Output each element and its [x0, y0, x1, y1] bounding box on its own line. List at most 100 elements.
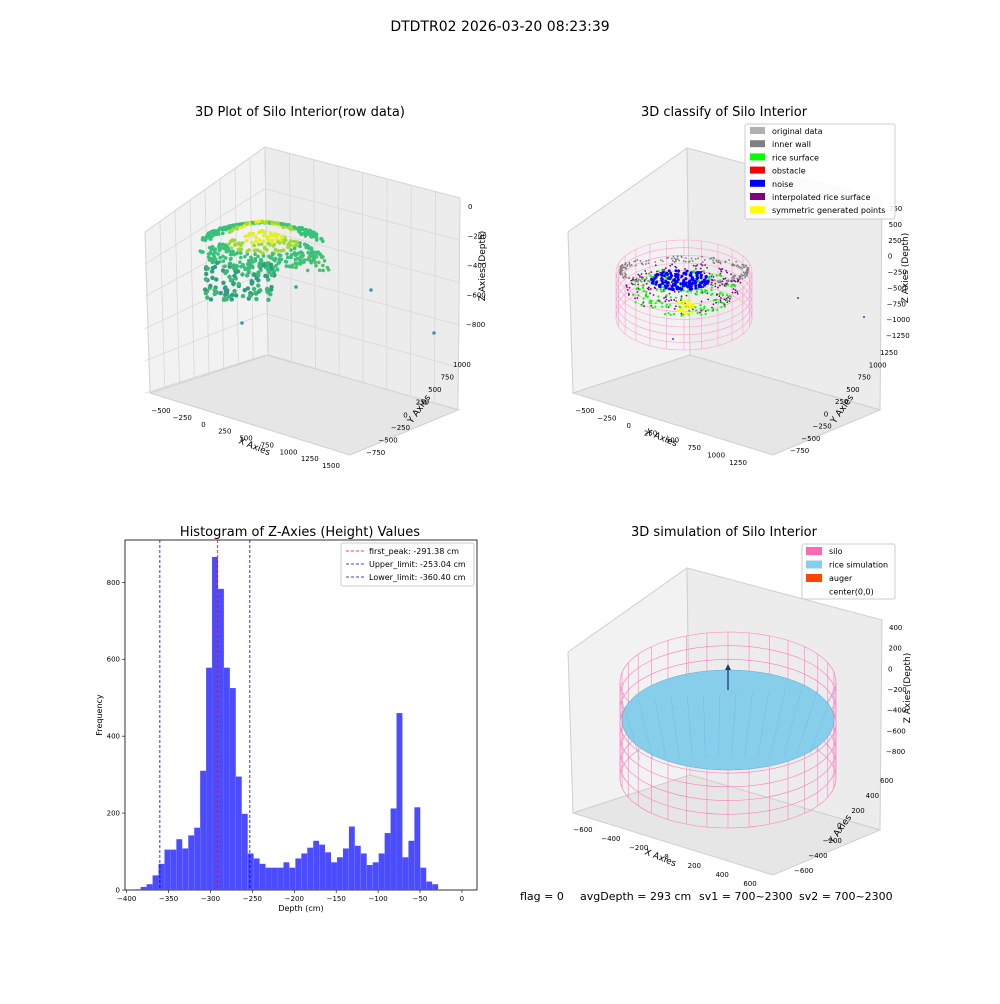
- classify-interp-point: [675, 305, 677, 307]
- classify-noise-point: [686, 270, 689, 273]
- raw-point: [292, 225, 296, 229]
- hist-bar: [313, 841, 319, 890]
- hist-bar: [319, 845, 325, 890]
- classify-interp-point: [686, 295, 688, 297]
- raw-x-tick-label: −500: [151, 407, 170, 415]
- classify-interp-point: [634, 297, 636, 299]
- raw-point: [224, 246, 228, 250]
- classify-interp-point: [730, 273, 732, 275]
- raw-axes-box: [145, 147, 460, 455]
- sim-legend-swatch: [806, 547, 822, 555]
- raw-point: [242, 288, 246, 292]
- raw-point: [282, 248, 286, 252]
- classify-wall-point: [714, 279, 716, 281]
- panel-simulation-3d: 3D simulation of Silo Interior −600−400−…: [568, 525, 913, 888]
- classify-noise-point: [689, 288, 692, 291]
- classify-interp-point: [714, 283, 716, 285]
- classify-rice-point: [680, 297, 682, 299]
- classify-rice-point: [718, 293, 720, 295]
- classify-rice-point: [664, 313, 666, 315]
- raw-point: [293, 247, 297, 251]
- classify-noise-point: [682, 279, 685, 282]
- hist-y-label: Frequency: [95, 694, 104, 736]
- raw-point: [252, 287, 256, 291]
- footer-sv2: sv2 = 700~2300: [799, 890, 893, 903]
- raw-point: [211, 234, 215, 238]
- hist-bar: [182, 848, 188, 890]
- hist-bar: [367, 865, 373, 890]
- raw-point: [313, 261, 317, 265]
- sim-z-label: Z Axies (Depth): [903, 653, 913, 724]
- classify-wall-point: [745, 264, 747, 266]
- classify-noise-point: [674, 274, 677, 277]
- hist-bar: [266, 868, 272, 890]
- hist-bar: [325, 852, 331, 890]
- classify-interp-point: [731, 281, 733, 283]
- hist-bar: [349, 827, 355, 890]
- hist-x-tick-label: −100: [368, 895, 387, 903]
- classify-interp-point: [734, 292, 736, 294]
- raw-point: [314, 254, 318, 258]
- raw-point: [289, 256, 293, 260]
- classify-symmetric-point: [691, 311, 694, 314]
- raw-point: [242, 224, 246, 228]
- classify-outlier-point: [863, 316, 865, 318]
- raw-point: [213, 250, 217, 254]
- hist-bar: [272, 868, 278, 890]
- raw-point: [256, 255, 260, 259]
- classify-y-tick-label: −250: [813, 423, 832, 431]
- raw-point: [245, 239, 249, 243]
- raw-point: [235, 225, 239, 229]
- classify-z-tick-label: −1250: [886, 332, 910, 340]
- raw-point: [314, 264, 318, 268]
- classify-wall-point: [692, 260, 694, 262]
- classify-rice-point: [636, 288, 638, 290]
- raw-point: [270, 273, 274, 277]
- classify-wall-point: [685, 257, 687, 259]
- classify-rice-point: [713, 299, 715, 301]
- raw-point: [298, 245, 302, 249]
- classify-wall-point: [695, 258, 697, 260]
- classify-interp-point: [670, 299, 672, 301]
- hist-bars: [135, 557, 438, 890]
- hist-bar: [278, 868, 284, 890]
- classify-wall-point: [734, 275, 736, 277]
- classify-rice-point: [648, 273, 650, 275]
- raw-point: [249, 255, 253, 259]
- classify-interp-point: [723, 298, 725, 300]
- hist-x-tick-label: −200: [285, 895, 304, 903]
- raw-point: [285, 260, 289, 264]
- classify-legend-label: rice surface: [772, 153, 819, 162]
- classify-rice-point: [654, 306, 656, 308]
- classify-rice-point: [662, 286, 664, 288]
- raw-point: [321, 269, 325, 273]
- raw-point: [257, 243, 261, 247]
- classify-noise-point: [677, 276, 680, 279]
- classify-rice-point: [645, 295, 647, 297]
- classify-noise-point: [672, 283, 675, 286]
- raw-point: [289, 248, 293, 252]
- classify-interp-point: [693, 265, 695, 267]
- classify-rice-point: [724, 306, 726, 308]
- raw-point: [221, 232, 225, 236]
- raw-point: [232, 289, 236, 293]
- classify-noise-point: [672, 288, 675, 291]
- classify-rice-point: [696, 291, 698, 293]
- classify-interp-point: [706, 267, 708, 269]
- classify-noise-point: [654, 283, 657, 286]
- panel-raw-data-3d: 3D Plot of Silo Interior(row data) −500−…: [145, 105, 488, 470]
- classify-symmetric-point: [685, 312, 688, 315]
- hist-bar: [289, 868, 295, 890]
- sim-z-tick-label: 0: [888, 665, 892, 673]
- classify-x-tick-label: −500: [575, 407, 594, 415]
- raw-point: [319, 237, 323, 241]
- classify-interp-point: [723, 278, 725, 280]
- classify-wall-point: [620, 265, 622, 267]
- raw-point: [275, 234, 279, 238]
- classify-rice-point: [659, 301, 661, 303]
- classify-wall-point: [715, 260, 717, 262]
- classify-x-tick-label: −250: [597, 414, 616, 422]
- classify-symmetric-point: [682, 302, 685, 305]
- raw-point: [254, 297, 258, 301]
- raw-point: [299, 231, 303, 235]
